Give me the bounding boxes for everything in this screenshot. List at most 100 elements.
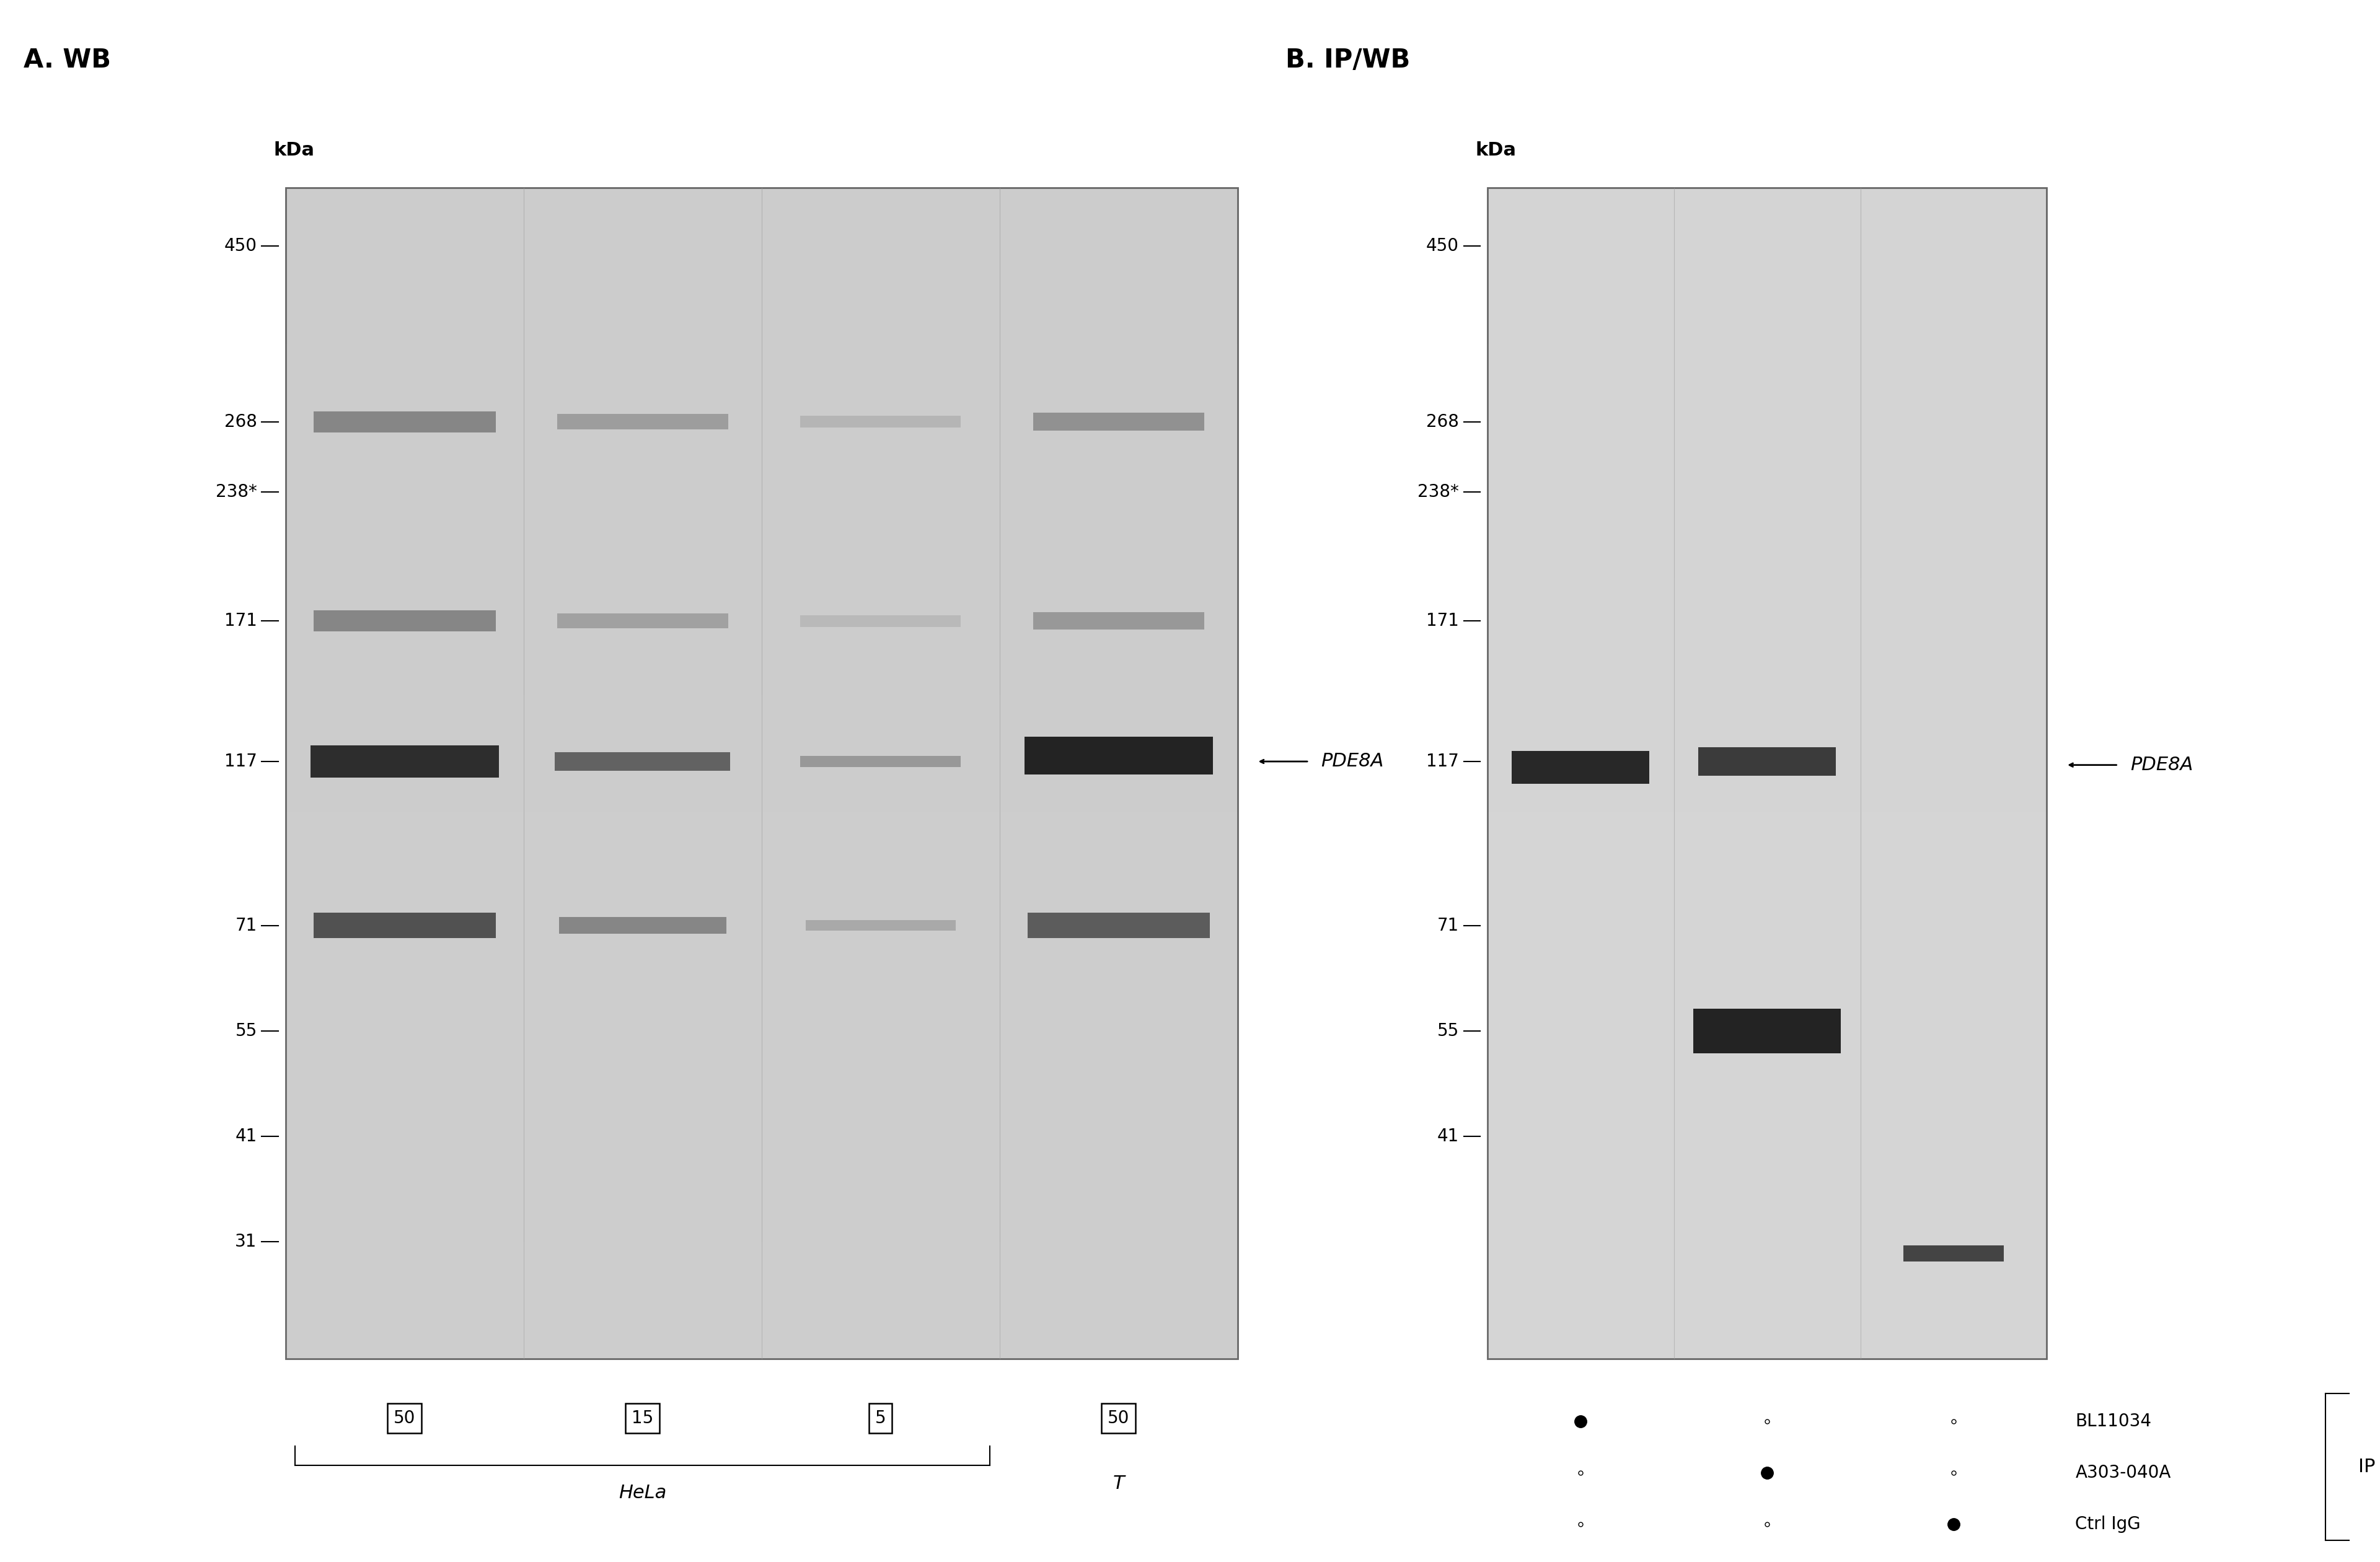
Bar — [1488, 1242, 2047, 1281]
Bar — [1488, 187, 2047, 226]
Text: PDE8A: PDE8A — [2130, 756, 2192, 775]
Bar — [286, 1164, 1238, 1203]
Bar — [1488, 1164, 2047, 1203]
Bar — [1488, 1007, 2047, 1047]
Bar — [1488, 1281, 2047, 1320]
Bar — [286, 695, 1238, 734]
Bar — [1488, 305, 2047, 344]
Bar — [314, 411, 495, 433]
Bar — [800, 415, 962, 428]
Bar — [286, 422, 1238, 461]
Bar — [286, 851, 1238, 890]
Bar — [1488, 226, 2047, 266]
Text: Ctrl IgG: Ctrl IgG — [2075, 1515, 2142, 1534]
Bar — [286, 617, 1238, 656]
Text: 71: 71 — [1438, 917, 1459, 934]
Bar — [1488, 500, 2047, 539]
Bar — [286, 500, 1238, 539]
Text: 50: 50 — [393, 1409, 416, 1428]
Bar — [1488, 383, 2047, 422]
Text: 171: 171 — [1426, 612, 1459, 629]
Bar — [286, 1047, 1238, 1086]
Text: IP: IP — [2359, 1457, 2375, 1476]
Text: A303-040A: A303-040A — [2075, 1464, 2171, 1482]
Bar — [286, 539, 1238, 578]
Text: 31: 31 — [236, 1232, 257, 1251]
Bar — [286, 1242, 1238, 1281]
Bar — [286, 1281, 1238, 1320]
Bar — [1028, 912, 1209, 939]
Bar — [1023, 737, 1214, 775]
Text: HeLa: HeLa — [619, 1484, 666, 1503]
Text: 15: 15 — [631, 1409, 654, 1428]
Bar — [309, 745, 500, 778]
Bar — [1488, 1203, 2047, 1242]
Bar — [286, 305, 1238, 344]
Bar — [1488, 929, 2047, 968]
Bar — [1904, 1245, 2004, 1262]
Bar — [557, 614, 728, 628]
Bar — [314, 611, 495, 631]
Bar — [1488, 461, 2047, 500]
Bar — [1488, 1047, 2047, 1086]
Text: 268: 268 — [1426, 412, 1459, 431]
Bar — [1488, 1125, 2047, 1164]
Bar — [1488, 1086, 2047, 1125]
Bar — [1699, 747, 1835, 776]
Bar — [1511, 751, 1649, 784]
Bar — [286, 773, 1238, 812]
Text: 50: 50 — [1107, 1409, 1130, 1428]
Bar — [1488, 578, 2047, 617]
Bar — [800, 756, 962, 767]
Text: 41: 41 — [236, 1128, 257, 1145]
Bar — [1488, 812, 2047, 851]
Bar — [286, 1086, 1238, 1125]
Bar — [286, 578, 1238, 617]
Text: 55: 55 — [236, 1022, 257, 1040]
Bar — [286, 187, 1238, 1359]
Bar — [286, 734, 1238, 773]
Bar — [286, 187, 1238, 226]
Text: 117: 117 — [1426, 753, 1459, 770]
Text: PDE8A: PDE8A — [1321, 753, 1383, 770]
Bar — [286, 226, 1238, 266]
Bar — [1488, 851, 2047, 890]
Text: 450: 450 — [224, 237, 257, 255]
Bar — [1692, 1009, 1842, 1053]
Text: 238*: 238* — [217, 483, 257, 501]
Bar — [557, 414, 728, 430]
Bar — [286, 461, 1238, 500]
Bar — [1488, 617, 2047, 656]
Bar — [1488, 773, 2047, 812]
Bar — [286, 344, 1238, 383]
Text: 41: 41 — [1438, 1128, 1459, 1145]
Bar — [1488, 1320, 2047, 1359]
Text: B. IP/WB: B. IP/WB — [1285, 47, 1409, 73]
Bar — [1488, 266, 2047, 305]
Text: kDa: kDa — [274, 141, 314, 159]
Text: 5: 5 — [876, 1409, 885, 1428]
Bar — [286, 968, 1238, 1007]
Bar — [286, 1320, 1238, 1359]
Bar — [1488, 344, 2047, 383]
Bar — [314, 912, 495, 939]
Text: BL11034: BL11034 — [2075, 1412, 2152, 1431]
Bar — [559, 917, 726, 934]
Bar — [1033, 412, 1204, 431]
Bar — [804, 920, 957, 931]
Bar — [1488, 422, 2047, 461]
Bar — [1488, 539, 2047, 578]
Bar — [286, 812, 1238, 851]
Bar — [286, 656, 1238, 695]
Bar — [1488, 695, 2047, 734]
Bar — [286, 1125, 1238, 1164]
Bar — [286, 1007, 1238, 1047]
Text: 71: 71 — [236, 917, 257, 934]
Text: 117: 117 — [224, 753, 257, 770]
Bar — [800, 615, 962, 626]
Bar — [1488, 968, 2047, 1007]
Bar — [1488, 187, 2047, 1359]
Bar — [1488, 734, 2047, 773]
Bar — [286, 266, 1238, 305]
Text: 171: 171 — [224, 612, 257, 629]
